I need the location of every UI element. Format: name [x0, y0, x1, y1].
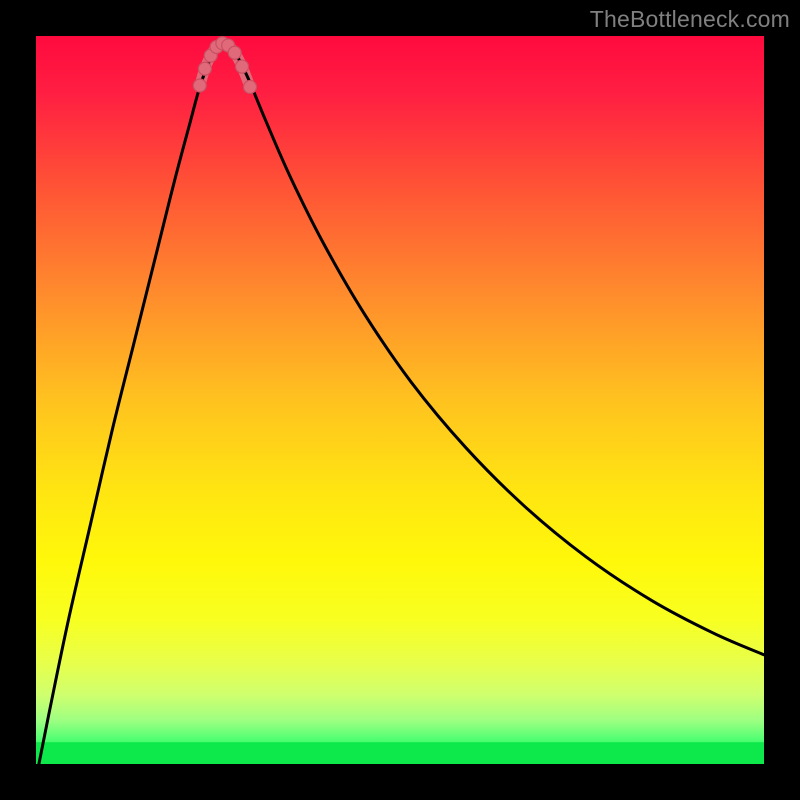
plot-area	[36, 36, 764, 764]
curve-left	[36, 42, 222, 764]
marker-dot	[193, 79, 206, 92]
marker-dot	[244, 80, 257, 93]
marker-dot	[198, 62, 211, 75]
marker-dot	[236, 60, 249, 73]
watermark-text: TheBottleneck.com	[590, 6, 790, 33]
marker-dot	[228, 46, 241, 59]
curve-right	[227, 42, 764, 655]
chart-frame: TheBottleneck.com	[0, 0, 800, 800]
markers-group	[193, 37, 256, 94]
curves-layer	[36, 36, 764, 764]
